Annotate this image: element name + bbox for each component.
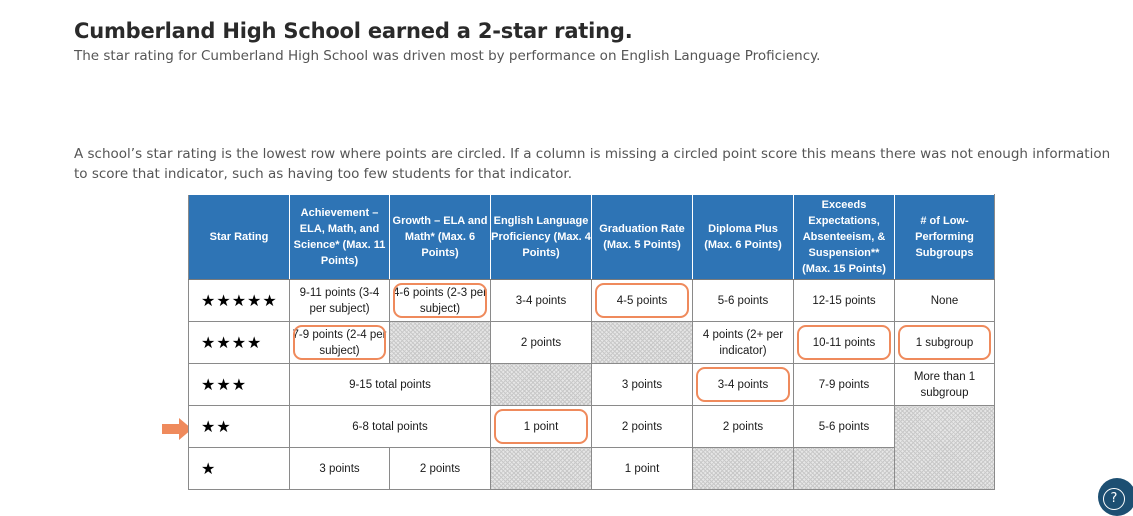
achievement-cell: 9-11 points (3-4 per subject) xyxy=(289,279,390,322)
not-applicable-cell xyxy=(389,321,491,364)
header-graduation-rate: Graduation Rate (Max. 5 Points) xyxy=(591,194,693,280)
graduation-cell: 3 points xyxy=(591,363,693,406)
page-title: Cumberland High School earned a 2-star r… xyxy=(74,19,633,43)
star-rating-cell: ★★★ xyxy=(188,363,290,406)
table-row-5-star: ★★★★★ 9-11 points (3-4 per subject) 4-6 … xyxy=(188,279,995,322)
page-subtitle: The star rating for Cumberland High Scho… xyxy=(74,48,821,64)
growth-cell: 4-6 points (2-3 per subject) xyxy=(389,279,491,322)
graduation-cell: 1 point xyxy=(591,447,693,490)
header-exceeds-expectations: Exceeds Expectations, Absenteeism, & Sus… xyxy=(793,194,895,280)
achievement-growth-cell: 9-15 total points xyxy=(289,363,491,406)
header-diploma-plus: Diploma Plus (Max. 6 Points) xyxy=(692,194,794,280)
header-achievement: Achievement – ELA, Math, and Science* (M… xyxy=(289,194,390,280)
table-header-row: Star Rating Achievement – ELA, Math, and… xyxy=(188,194,995,280)
elp-cell: 2 points xyxy=(490,321,592,364)
star-rating-cell: ★ xyxy=(188,447,290,490)
low-subgroups-cell: None xyxy=(894,279,995,322)
exceeds-cell: 5-6 points xyxy=(793,405,895,448)
exceeds-cell: 7-9 points xyxy=(793,363,895,406)
header-star-rating: Star Rating xyxy=(188,194,290,280)
graduation-cell: 2 points xyxy=(591,405,693,448)
star-rating-cell: ★★ xyxy=(188,405,290,448)
header-growth: Growth – ELA and Math* (Max. 6 Points) xyxy=(389,194,491,280)
low-subgroups-cell: More than 1 subgroup xyxy=(894,363,995,406)
achievement-cell: 3 points xyxy=(289,447,390,490)
header-low-performing-subgroups: # of Low-Performing Subgroups xyxy=(894,194,995,280)
table-row-3-star: ★★★ 9-15 total points 3 points 3-4 point… xyxy=(188,363,995,406)
exceeds-cell: 12-15 points xyxy=(793,279,895,322)
diploma-plus-cell: 4 points (2+ per indicator) xyxy=(692,321,794,364)
star-rating-table: Star Rating Achievement – ELA, Math, and… xyxy=(188,194,995,490)
achievement-cell: 7-9 points (2-4 per subject) xyxy=(289,321,390,364)
diploma-plus-cell: 5-6 points xyxy=(692,279,794,322)
rating-explanation: A school’s star rating is the lowest row… xyxy=(74,146,1111,182)
not-applicable-cell xyxy=(490,447,592,490)
header-english-language-proficiency: English Language Proficiency (Max. 4 Poi… xyxy=(490,194,592,280)
current-rating-arrow-icon xyxy=(162,418,192,440)
growth-cell: 2 points xyxy=(389,447,491,490)
table-row-2-star: ★★ 6-8 total points 1 point 2 points 2 p… xyxy=(188,405,995,490)
not-applicable-cell xyxy=(793,447,895,490)
not-applicable-cell xyxy=(490,363,592,406)
question-circle-icon: ? xyxy=(1103,488,1125,510)
not-applicable-cell xyxy=(591,321,693,364)
not-applicable-cell xyxy=(894,405,995,490)
star-rating-cell: ★★★★ xyxy=(188,321,290,364)
achievement-growth-cell: 6-8 total points xyxy=(289,405,491,448)
elp-cell: 3-4 points xyxy=(490,279,592,322)
table-row-1-star: ★ 3 points 2 points 1 point xyxy=(188,447,995,490)
graduation-cell: 4-5 points xyxy=(591,279,693,322)
diploma-plus-cell: 3-4 points xyxy=(692,363,794,406)
low-subgroups-cell: 1 subgroup xyxy=(894,321,995,364)
diploma-plus-cell: 2 points xyxy=(692,405,794,448)
elp-cell: 1 point xyxy=(490,405,592,448)
table-row-4-star: ★★★★ 7-9 points (2-4 per subject) 2 poin… xyxy=(188,321,995,364)
help-button[interactable]: ? xyxy=(1098,478,1133,516)
exceeds-cell: 10-11 points xyxy=(793,321,895,364)
star-rating-cell: ★★★★★ xyxy=(188,279,290,322)
not-applicable-cell xyxy=(692,447,794,490)
